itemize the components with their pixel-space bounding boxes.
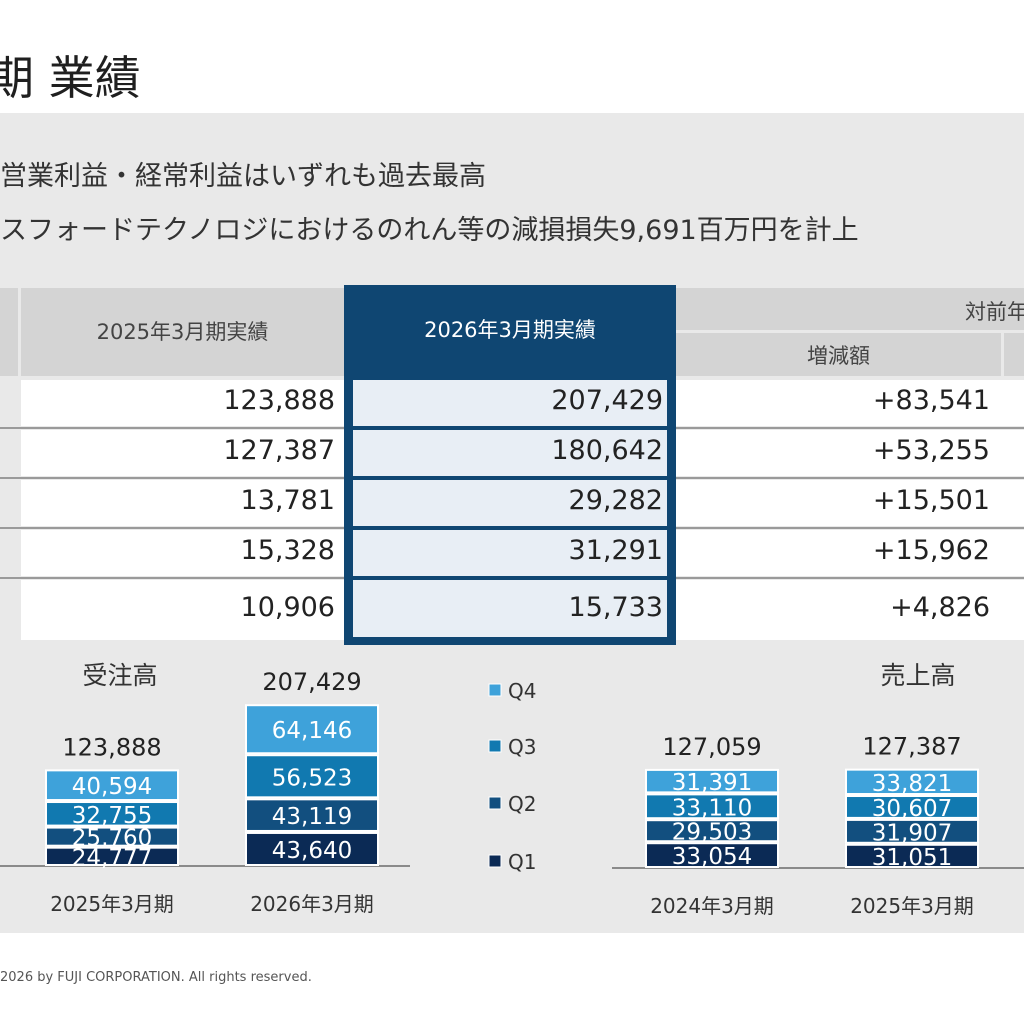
table-row bbox=[676, 480, 1024, 526]
total-label: 127,059 bbox=[662, 733, 761, 761]
cell-prev: 13,781 bbox=[240, 485, 335, 516]
cell-curr: 31,291 bbox=[568, 535, 663, 566]
data-label: 30,607 bbox=[872, 796, 952, 822]
bar-segment-q4 bbox=[845, 768, 979, 796]
cell-curr: 180,642 bbox=[551, 435, 663, 466]
table-row bbox=[21, 530, 344, 576]
data-label: 31,051 bbox=[872, 845, 952, 871]
table-row bbox=[676, 530, 1024, 576]
header-cell-yoy bbox=[676, 288, 1024, 330]
data-label: 25,760 bbox=[72, 826, 152, 852]
bar-segment-q1 bbox=[245, 831, 379, 867]
header-prev-year: 2025年3月期実績 bbox=[96, 320, 269, 344]
table-row bbox=[353, 430, 667, 476]
data-label: 33,110 bbox=[672, 795, 752, 821]
table-row bbox=[21, 480, 344, 526]
total-label: 127,387 bbox=[862, 733, 961, 761]
legend-label-q4: Q4 bbox=[508, 679, 536, 703]
legend-swatch-q4 bbox=[488, 683, 502, 697]
header-change: 増減額 bbox=[807, 344, 870, 368]
data-label: 32,755 bbox=[72, 803, 152, 829]
cell-change: +4,826 bbox=[890, 592, 990, 623]
category-label: 2026年3月期 bbox=[250, 892, 374, 916]
cell-prev: 123,888 bbox=[223, 385, 335, 416]
category-label: 2025年3月期 bbox=[850, 894, 974, 918]
table-row bbox=[353, 480, 667, 526]
category-label: 2025年3月期 bbox=[50, 892, 174, 916]
page-title: 期 業績 bbox=[0, 51, 141, 105]
legend-label-q1: Q1 bbox=[508, 850, 536, 874]
bar-segment-q1 bbox=[645, 842, 779, 869]
data-label: 43,640 bbox=[272, 838, 352, 864]
header-curr-year: 2026年3月期実績 bbox=[424, 318, 596, 342]
table-row bbox=[353, 580, 667, 637]
data-label: 33,821 bbox=[872, 771, 952, 797]
total-label: 123,888 bbox=[62, 733, 161, 761]
bar-segment-q1 bbox=[45, 846, 179, 867]
data-label: 31,907 bbox=[872, 820, 952, 846]
cell-curr: 29,282 bbox=[568, 485, 663, 516]
header-cell-item bbox=[0, 288, 18, 376]
data-label: 24,777 bbox=[72, 845, 152, 871]
table-row bbox=[676, 580, 1024, 640]
total-label: 207,429 bbox=[262, 668, 361, 696]
table-row bbox=[676, 430, 1024, 476]
category-label: 2024年3月期 bbox=[650, 894, 774, 918]
bar-segment-q2 bbox=[645, 819, 779, 843]
bar-segment-q4 bbox=[245, 704, 379, 755]
bar-segment-q4 bbox=[645, 768, 779, 794]
bar-segment-q3 bbox=[245, 754, 379, 799]
bar-segment-q2 bbox=[45, 826, 179, 847]
copyright-footer: 2026 by FUJI CORPORATION. All rights res… bbox=[0, 970, 312, 985]
cell-prev: 10,906 bbox=[240, 592, 335, 623]
cell-change: +83,541 bbox=[872, 385, 990, 416]
table-row bbox=[21, 430, 344, 476]
data-label: 43,119 bbox=[272, 804, 352, 830]
data-label: 29,503 bbox=[672, 820, 752, 846]
data-label: 56,523 bbox=[272, 765, 352, 791]
cell-prev: 15,328 bbox=[240, 535, 335, 566]
cell-change: +15,962 bbox=[872, 535, 990, 566]
bar-segment-q4 bbox=[45, 769, 179, 802]
header-cell-prev bbox=[21, 288, 344, 376]
data-label: 40,594 bbox=[72, 774, 152, 800]
data-label: 31,391 bbox=[672, 770, 752, 796]
table-row bbox=[21, 580, 344, 640]
bar-segment-q2 bbox=[845, 818, 979, 844]
data-label: 33,054 bbox=[672, 844, 752, 870]
table-row bbox=[21, 380, 344, 426]
table-row bbox=[353, 380, 667, 426]
table-row bbox=[676, 380, 1024, 426]
bar-segment-q3 bbox=[645, 793, 779, 820]
cell-curr: 15,733 bbox=[568, 592, 663, 623]
bar-segment-q3 bbox=[845, 795, 979, 819]
data-label: 64,146 bbox=[272, 718, 352, 744]
cell-curr: 207,429 bbox=[551, 385, 663, 416]
legend-label-q3: Q3 bbox=[508, 735, 536, 759]
header-yoy-group: 対前年 bbox=[965, 300, 1024, 324]
bullet-1: 営業利益・経常利益はいずれも過去最高 bbox=[0, 161, 486, 192]
bar-segment-q3 bbox=[45, 801, 179, 827]
cell-change: +15,501 bbox=[872, 485, 990, 516]
legend-swatch-q3 bbox=[488, 739, 502, 753]
table-row bbox=[353, 530, 667, 576]
legend-swatch-q1 bbox=[488, 854, 502, 868]
cell-prev: 127,387 bbox=[223, 435, 335, 466]
legend-label-q2: Q2 bbox=[508, 792, 536, 816]
bullet-2: スフォードテクノロジにおけるのれん等の減損損失9,691百万円を計上 bbox=[0, 215, 859, 246]
header-cell-change bbox=[676, 333, 1001, 376]
cell-change: +53,255 bbox=[872, 435, 990, 466]
header-cell-rate bbox=[1004, 333, 1024, 376]
bar-segment-q2 bbox=[245, 798, 379, 832]
sales-chart-title: 売上高 bbox=[880, 661, 956, 690]
legend-swatch-q2 bbox=[488, 796, 502, 810]
bar-segment-q1 bbox=[845, 843, 979, 868]
orders-chart-title: 受注高 bbox=[82, 661, 158, 690]
